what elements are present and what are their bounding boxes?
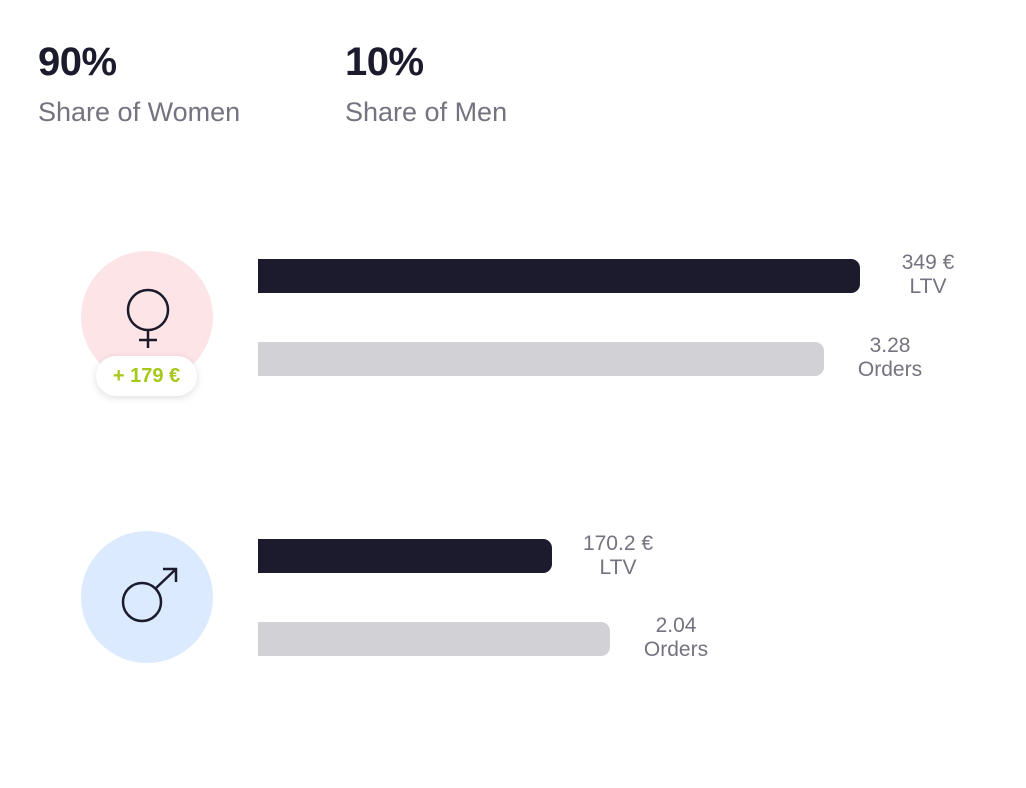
share-of-men-stat: 10% Share of Men [345,38,507,128]
share-of-women-value: 90% [38,40,117,84]
share-of-women-label: Share of Women [38,97,241,127]
share-of-women-stat: 90% Share of Women [38,38,240,128]
female-symbol-icon [126,288,170,348]
men-ltv-bar [258,539,552,573]
women-ltv-value-label: 349 € LTV [880,251,976,299]
women-orders-value: 3.28 [869,334,911,357]
men-avatar [81,531,213,663]
men-orders-unit: Orders [643,638,709,661]
women-ltv-difference-badge: + 179 € [96,356,197,396]
men-orders-value: 2.04 [655,614,697,637]
women-orders-bar [258,342,824,376]
women-ltv-unit: LTV [909,275,947,298]
men-orders-bar [258,622,610,656]
men-ltv-unit: LTV [599,556,637,579]
share-of-men-value: 10% [345,40,424,84]
share-of-men-label: Share of Men [345,97,508,127]
male-symbol-icon [121,567,178,623]
women-orders-unit: Orders [857,358,923,381]
men-orders-value-label: 2.04 Orders [628,614,724,662]
men-ltv-value-label: 170.2 € LTV [565,532,671,580]
women-ltv-bar [258,259,860,293]
women-ltv-value: 349 € [901,251,955,274]
men-ltv-value: 170.2 € [582,532,654,555]
women-orders-value-label: 3.28 Orders [842,334,938,382]
